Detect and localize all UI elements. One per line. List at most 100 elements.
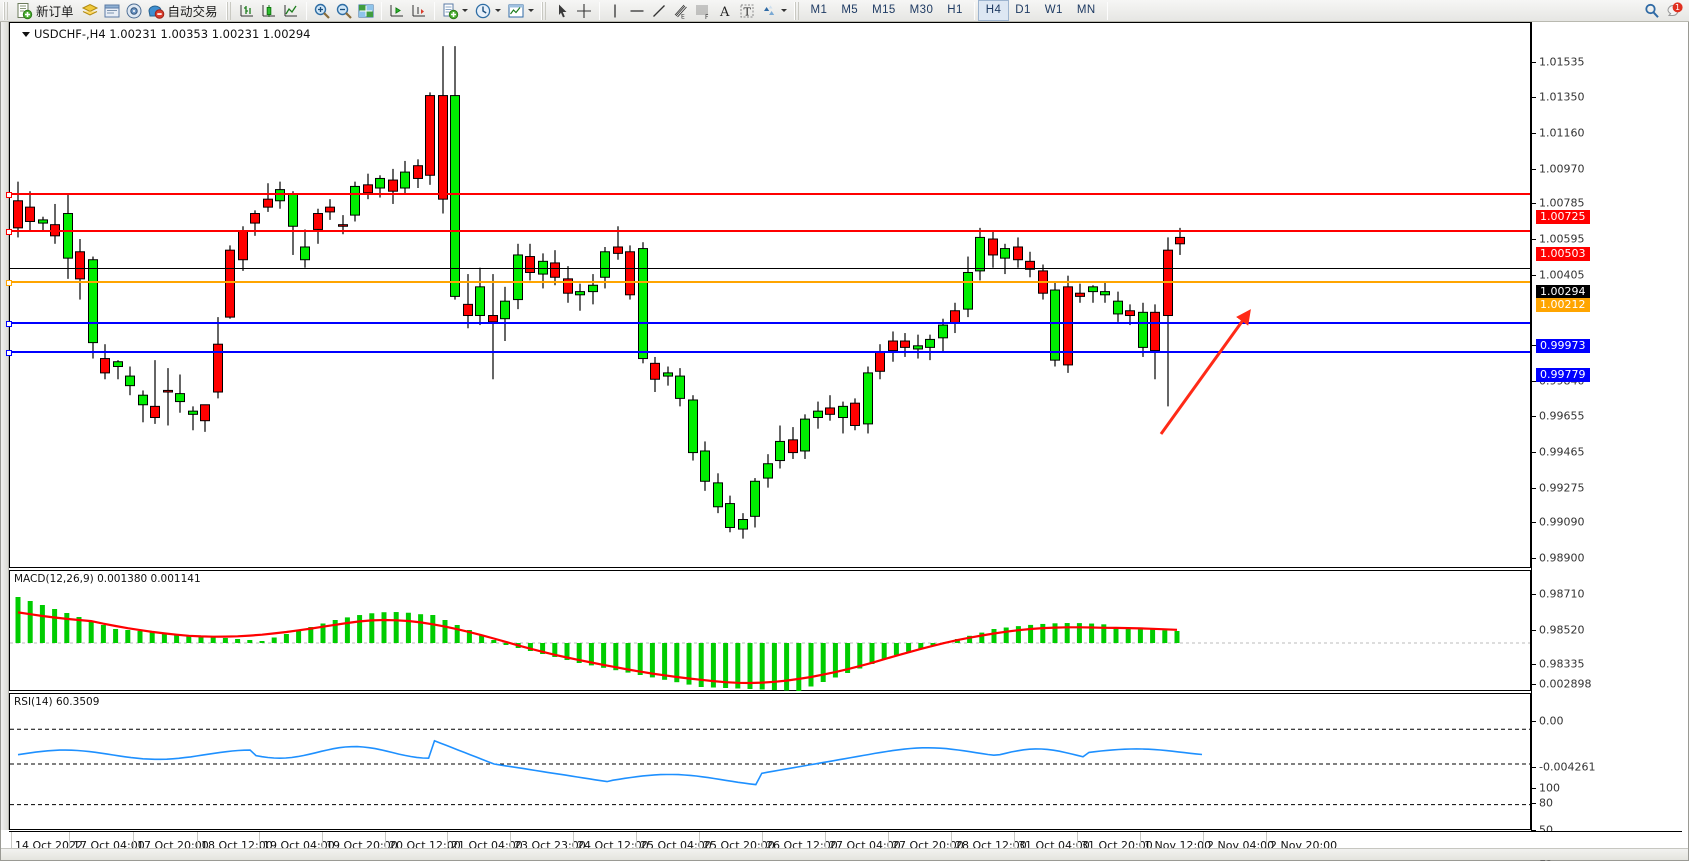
axis-tick	[1531, 416, 1536, 417]
axis-tick	[1531, 275, 1536, 276]
timeframe-m15[interactable]: M15	[872, 4, 896, 16]
horizontal-line-button[interactable]	[626, 1, 648, 21]
time-axis-separator	[1140, 832, 1141, 859]
timeframe-w1[interactable]: W1	[1044, 4, 1063, 16]
level-handle[interactable]	[6, 192, 12, 198]
macd-histogram-bar	[906, 643, 912, 652]
axis-tick	[1531, 133, 1536, 134]
macd-label: MACD(12,26,9) 0.001380 0.001141	[14, 573, 201, 585]
price-level-tag[interactable]: 1.00212	[1536, 298, 1590, 312]
templates-button[interactable]	[505, 1, 538, 21]
candle-body	[413, 165, 423, 179]
shift-end-button[interactable]	[386, 1, 408, 21]
price-axis-label: 1.00405	[1539, 268, 1585, 282]
timeframe-h1[interactable]: H1	[947, 4, 963, 16]
search-button[interactable]	[1641, 1, 1663, 21]
time-axis-separator	[510, 832, 511, 859]
equidistant-channel-button[interactable]: E	[670, 1, 692, 21]
timeframe-m1[interactable]: M1	[810, 4, 828, 16]
line-chart-button[interactable]	[280, 1, 302, 21]
terminal-button[interactable]: 自动交易	[145, 1, 223, 21]
candle-body	[975, 236, 985, 272]
market-watch-button[interactable]	[79, 1, 101, 21]
bar-chart-button[interactable]	[236, 1, 258, 21]
level-line-support-2[interactable]	[6, 350, 1530, 356]
fibonacci-button[interactable]: F	[692, 1, 714, 21]
price-level-tag[interactable]: 0.99779	[1536, 368, 1590, 382]
candle-body	[350, 185, 360, 216]
macd-histogram-bar	[601, 643, 607, 668]
indicators-dropdown-caret[interactable]	[461, 2, 470, 20]
zoom-out-button[interactable]	[333, 1, 355, 21]
candle-body	[225, 249, 235, 318]
candle-body	[763, 463, 773, 479]
level-line-resistance-2[interactable]	[6, 229, 1530, 235]
cursor-button[interactable]	[551, 1, 573, 21]
text-button[interactable]: A	[714, 1, 736, 21]
timeframe-m30[interactable]: M30	[909, 4, 934, 16]
toolbar-grip-2[interactable]	[225, 1, 233, 20]
timeframe-d1[interactable]: D1	[1015, 4, 1031, 16]
price-level-tag[interactable]: 1.00294	[1536, 285, 1590, 299]
level-line-resistance-1[interactable]	[6, 192, 1530, 198]
crosshair-button[interactable]	[573, 1, 595, 21]
chart-vertical-scrollbar[interactable]	[1, 22, 9, 830]
trend-arrow-annotation[interactable]	[10, 23, 1530, 567]
chart-menu-caret-icon[interactable]	[22, 32, 30, 37]
timeframe-mn[interactable]: MN	[1076, 4, 1096, 16]
auto-scroll-button[interactable]	[408, 1, 430, 21]
candle-body	[300, 246, 310, 261]
cursor-icon	[558, 4, 567, 17]
level-handle[interactable]	[6, 280, 12, 286]
candle-body	[325, 206, 335, 213]
macd-histogram-bar	[210, 637, 216, 643]
svg-text:E: E	[681, 13, 685, 20]
period-dropdown-caret[interactable]	[494, 2, 503, 20]
level-handle[interactable]	[6, 321, 12, 327]
price-level-tag[interactable]: 0.99973	[1536, 339, 1590, 353]
toolbar-grip-4[interactable]	[793, 1, 801, 20]
candle-body	[838, 405, 848, 419]
price-level-tag[interactable]: 1.00725	[1536, 210, 1590, 224]
tile-windows-button[interactable]	[355, 1, 377, 21]
equidistant-channel-icon: E	[674, 4, 687, 20]
rsi-pane[interactable]: RSI(14) 60.3509	[9, 693, 1531, 830]
level-line-support-1[interactable]	[6, 321, 1530, 327]
indicators-button[interactable]	[439, 1, 472, 21]
trendline-button[interactable]	[648, 1, 670, 21]
data-window-button[interactable]	[101, 1, 123, 21]
level-handle[interactable]	[6, 350, 12, 356]
vertical-line-button[interactable]	[604, 1, 626, 21]
toolbar-grip[interactable]	[3, 1, 10, 20]
navigator-button[interactable]	[123, 1, 145, 21]
timeframe-h4[interactable]: H4	[977, 0, 1010, 21]
candlestick-chart-button[interactable]	[258, 1, 280, 21]
axis-tick	[1531, 345, 1536, 346]
macd-histogram-bar	[1137, 628, 1143, 643]
macd-histogram-bar	[881, 643, 887, 660]
alerts-button[interactable]: 1	[1663, 1, 1685, 21]
macd-pane[interactable]: MACD(12,26,9) 0.001380 0.001141	[9, 570, 1531, 691]
shapes-button[interactable]	[758, 1, 791, 21]
period-button[interactable]	[472, 1, 505, 21]
candle-body	[738, 519, 748, 530]
time-axis-separator	[951, 832, 952, 859]
toolbar-grip-3[interactable]	[540, 1, 548, 20]
candle-body	[500, 300, 510, 320]
candle-body	[888, 340, 898, 352]
shapes-dropdown-caret[interactable]	[780, 2, 789, 20]
price-level-tag[interactable]: 1.00503	[1536, 247, 1590, 261]
timeframe-m5[interactable]: M5	[841, 4, 859, 16]
shapes-icon	[763, 5, 774, 15]
templates-dropdown-caret[interactable]	[527, 2, 536, 20]
zoom-in-button[interactable]	[311, 1, 333, 21]
level-handle[interactable]	[6, 229, 12, 235]
price-pane[interactable]: USDCHF-,H4 1.00231 1.00353 1.00231 1.002…	[6, 22, 1531, 568]
level-line-pivot[interactable]	[6, 280, 1530, 286]
text-label-button[interactable]: T	[736, 1, 758, 21]
macd-histogram-bar	[113, 629, 119, 643]
macd-histogram-bar	[832, 643, 838, 678]
price-axis[interactable]: 1.01535 1.01350 1.01160 1.00970 1.00785 1.005…	[1531, 22, 1682, 861]
time-axis-separator	[573, 832, 574, 859]
new-order-button[interactable]: 新订单	[13, 1, 79, 21]
